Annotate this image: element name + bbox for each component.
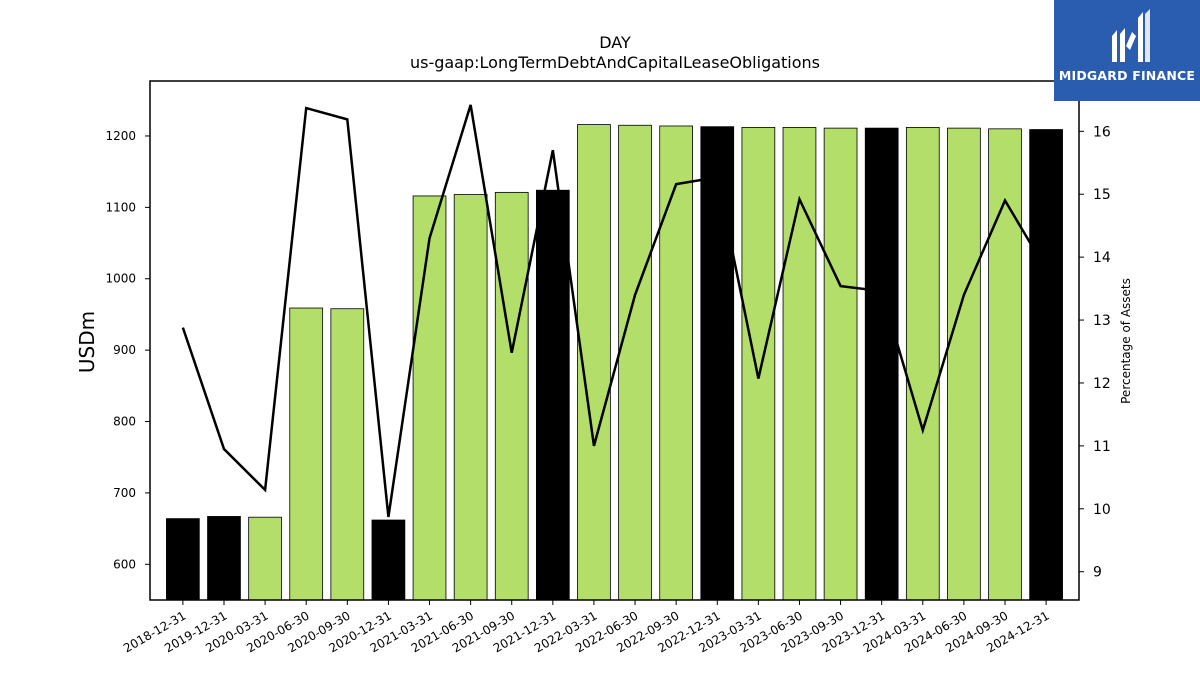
bar-2021-09-30	[494, 191, 529, 601]
logo-text: MIDGARD FINANCE	[1058, 68, 1196, 83]
logo-icon	[1112, 9, 1150, 62]
y2-tick-label: 16	[1093, 124, 1111, 140]
bar-2023-12-31	[864, 127, 899, 601]
y2-tick-label: 15	[1093, 187, 1111, 203]
bar-series	[166, 124, 1063, 601]
bar-2023-06-30	[782, 127, 817, 601]
y-tick-label: 700	[113, 486, 136, 500]
bar-2022-06-30	[618, 124, 652, 601]
logo: MIDGARD FINANCE	[1054, 0, 1200, 101]
y-tick-label: 1100	[105, 200, 136, 214]
bar-2024-12-31	[1029, 129, 1063, 601]
x-axis: 2018-12-312019-12-312020-03-312020-06-30…	[121, 600, 1052, 655]
bar-2020-09-30	[330, 308, 365, 601]
y-tick-label: 800	[113, 415, 136, 429]
bar-2019-12-31	[207, 516, 241, 601]
y-tick-label: 1200	[105, 129, 136, 143]
y2-tick-label: 9	[1093, 565, 1102, 581]
line-series	[181, 104, 1048, 518]
percentage-line	[181, 104, 1048, 518]
y2-axis-label: Percentage of Assets	[1119, 278, 1133, 404]
y2-tick-label: 11	[1093, 439, 1111, 455]
bar-2018-12-31	[166, 518, 200, 601]
bar-2020-06-30	[289, 307, 324, 601]
bar-2020-03-31	[248, 516, 282, 601]
y2-tick-label: 13	[1093, 313, 1111, 329]
bar-2022-09-30	[659, 125, 693, 601]
bar-2024-03-31	[905, 127, 940, 601]
y2-tick-label: 12	[1093, 376, 1111, 392]
bar-2024-06-30	[947, 127, 981, 601]
chart-subtitle: us-gaap:LongTermDebtAndCapitalLeaseOblig…	[410, 53, 820, 72]
y2-tick-label: 14	[1093, 250, 1111, 266]
y-tick-label: 600	[113, 557, 136, 571]
chart-title: DAY	[599, 33, 631, 52]
bar-2022-12-31	[700, 126, 735, 601]
bar-2023-09-30	[823, 127, 858, 601]
bar-2021-03-31	[412, 195, 447, 601]
bar-2020-12-31	[371, 519, 406, 601]
y-tick-label: 900	[113, 343, 136, 357]
y-tick-label: 1000	[105, 272, 136, 286]
bar-2023-03-31	[741, 127, 776, 601]
bar-2024-09-30	[988, 128, 1022, 601]
bar-2021-06-30	[453, 194, 488, 601]
right-axis: 9 10 11 12 13 14 15 16	[1079, 124, 1111, 581]
y-axis-label: USDm	[75, 311, 99, 373]
plot-frame	[149, 80, 1080, 601]
bar-2021-12-31	[536, 189, 570, 601]
y2-tick-label: 10	[1093, 502, 1111, 518]
left-axis: 600 700 800 900 1000 1100 1200	[105, 129, 150, 571]
